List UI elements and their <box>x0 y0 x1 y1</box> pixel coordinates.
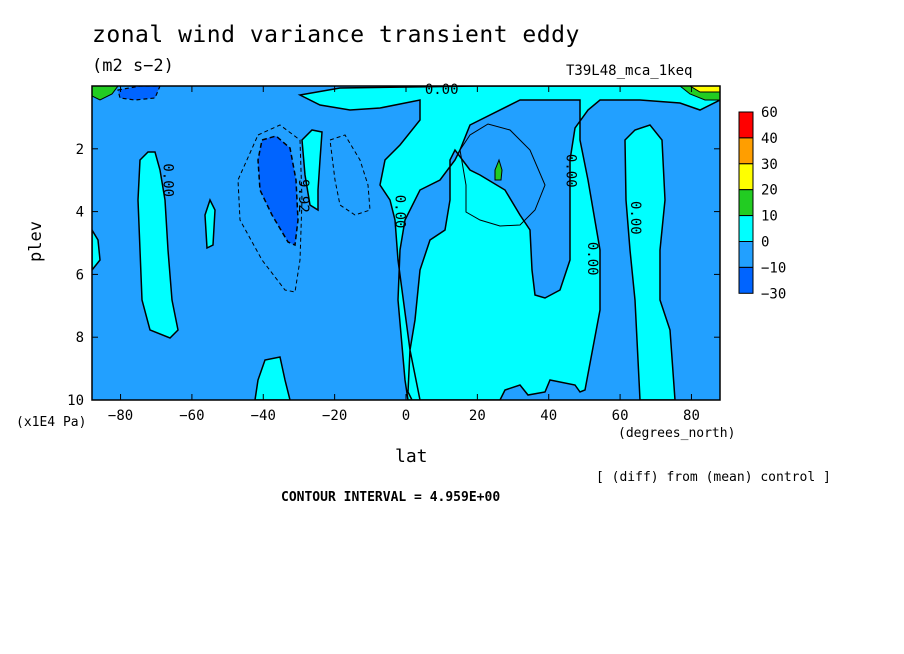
x-tick-label: 80 <box>683 408 700 424</box>
contour-label: 0.00 <box>563 154 579 188</box>
plot-fields <box>92 86 720 400</box>
positive-region-bottom-left <box>254 356 291 400</box>
negative-contour-mid <box>329 134 371 216</box>
y-tick-label: 6 <box>76 267 84 283</box>
diff-note: [ (diff) from (mean) control ] <box>596 470 831 485</box>
y-axis-units: (x1E4 Pa) <box>16 415 87 430</box>
x-tick-label: 60 <box>612 408 629 424</box>
chart-units: (m2 s−2) <box>92 56 174 76</box>
positive-region-mid-left <box>301 129 323 212</box>
x-tick-label: −60 <box>179 408 204 424</box>
contour-label: 9.92 <box>295 179 311 213</box>
colorbar-swatch <box>738 163 754 191</box>
y-tick-label: 10 <box>67 393 84 409</box>
top-edge-left-bands <box>92 86 119 101</box>
x-tick-label: −40 <box>251 408 276 424</box>
contour-labels: 0.00 0.00 9.92 0.00 0.00 0.00 0.00 <box>159 82 642 276</box>
contour-label: 0.00 <box>584 242 600 276</box>
colorbar-swatch <box>738 189 754 217</box>
contour-label: 0.00 <box>391 195 407 229</box>
positive-contour-inner <box>459 123 546 227</box>
positive-region-left-lobe <box>137 151 179 339</box>
colorbar-swatch <box>738 241 754 268</box>
positive-region-left-edge <box>92 228 101 272</box>
x-tick-label: −20 <box>322 408 347 424</box>
run-id: T39L48_mca_1keq <box>566 63 693 79</box>
colorbar-level-label: 30 <box>761 157 778 173</box>
strong-negative-top-left <box>117 86 161 101</box>
axes: −80 −60 −40 −20 0 20 40 60 80 2 4 6 8 10 <box>67 86 720 424</box>
x-tick-label: 20 <box>469 408 486 424</box>
colorbar-swatch <box>738 266 754 294</box>
colorbar-swatch <box>738 215 754 243</box>
colorbar-swatch <box>738 111 754 139</box>
x-tick-label: 0 <box>402 408 410 424</box>
colorbar-level-label: 0 <box>761 235 769 251</box>
contour-label: 0.00 <box>627 201 643 235</box>
colorbar-level-label: −30 <box>761 286 786 302</box>
contour-interval-text: CONTOUR INTERVAL = 4.959E+00 <box>281 490 501 505</box>
colorbar-level-label: 10 <box>761 209 778 225</box>
colorbar-swatch <box>738 137 754 165</box>
colorbar-level-label: 20 <box>761 183 778 199</box>
positive-region-right-strip <box>624 124 676 400</box>
y-tick-label: 4 <box>76 205 84 221</box>
contour-label: 0.00 <box>159 163 175 197</box>
colorbar: 60 40 30 20 10 0 −10 −30 <box>738 105 786 302</box>
y-tick-label: 8 <box>76 330 84 346</box>
contour-label: 0.00 <box>425 82 459 98</box>
x-axis-label: lat <box>395 446 428 467</box>
chart-title: zonal wind variance transient eddy <box>92 22 580 48</box>
negative-contour-outer <box>237 124 303 293</box>
x-axis-units: (degrees_north) <box>618 426 736 441</box>
positive-region-central <box>297 86 720 400</box>
strong-positive-blob <box>494 158 503 181</box>
colorbar-level-label: −10 <box>761 260 786 276</box>
strong-negative-region <box>257 135 299 247</box>
positive-region-small-left <box>204 198 216 250</box>
x-tick-label: −80 <box>108 408 133 424</box>
y-tick-label: 2 <box>76 142 84 158</box>
x-tick-label: 40 <box>540 408 557 424</box>
top-edge-right-yellow <box>689 86 720 93</box>
colorbar-level-label: 60 <box>761 105 778 121</box>
colorbar-level-label: 40 <box>761 131 778 147</box>
